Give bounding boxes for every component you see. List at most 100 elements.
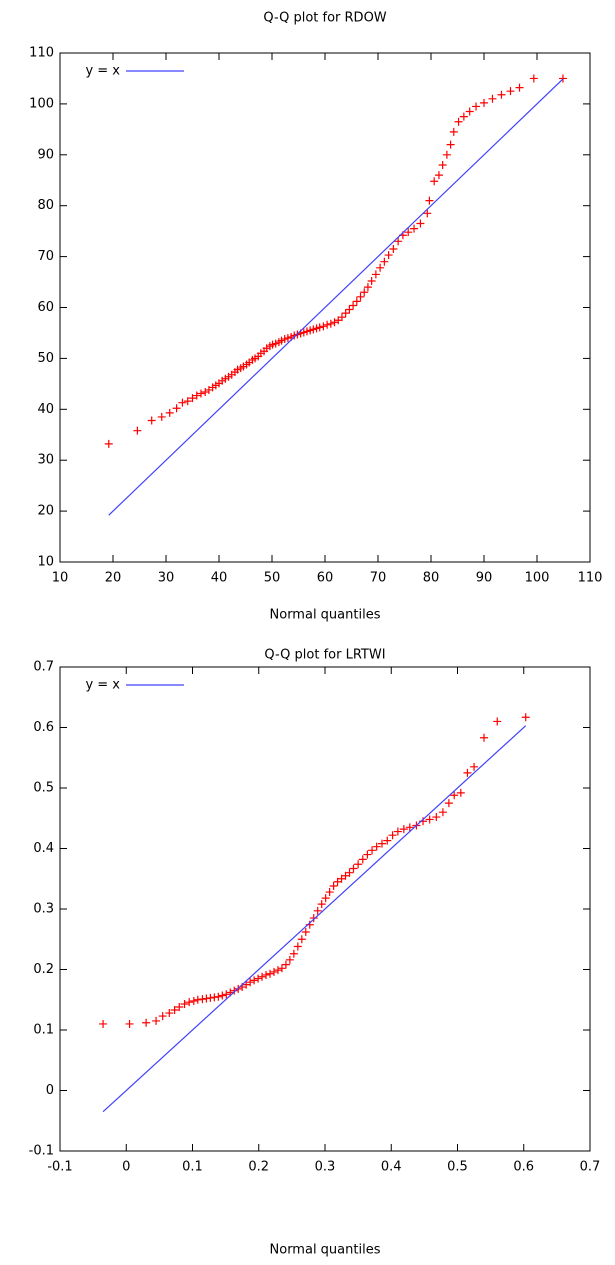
x-tick-label: 30 xyxy=(158,571,175,586)
y-tick-label: 30 xyxy=(37,453,54,468)
point xyxy=(206,993,215,1002)
y-tick-label: 0.2 xyxy=(33,962,54,977)
point xyxy=(218,991,227,1000)
x-tick-label: 0.3 xyxy=(315,1160,336,1175)
point xyxy=(192,391,201,400)
point xyxy=(269,967,278,976)
point xyxy=(345,868,354,877)
point xyxy=(142,1018,151,1027)
y-tick-label: 0.7 xyxy=(33,660,54,675)
point xyxy=(488,94,497,103)
x-axis-label: Normal quantiles xyxy=(270,1243,381,1258)
point xyxy=(196,389,205,398)
point xyxy=(430,177,439,186)
point xyxy=(449,127,458,136)
point xyxy=(425,815,434,824)
x-tick-label: 10 xyxy=(52,571,69,586)
point xyxy=(330,318,339,327)
y-tick-label: 70 xyxy=(37,249,54,264)
point xyxy=(165,1009,174,1018)
point xyxy=(354,860,363,869)
point xyxy=(450,791,459,800)
point xyxy=(222,990,231,999)
point xyxy=(180,999,189,1008)
point xyxy=(360,288,369,297)
point xyxy=(410,224,419,233)
point xyxy=(463,768,472,777)
point xyxy=(246,978,255,987)
point xyxy=(405,823,414,832)
point xyxy=(470,762,479,771)
x-tick-label: 60 xyxy=(317,571,334,586)
point xyxy=(193,995,202,1004)
x-tick-label: 0 xyxy=(122,1160,130,1175)
point xyxy=(444,799,453,808)
point xyxy=(319,322,328,331)
point xyxy=(185,998,194,1007)
point xyxy=(404,228,413,237)
point xyxy=(285,955,294,964)
y-tick-label: 10 xyxy=(37,555,54,570)
point xyxy=(371,270,380,279)
y-tick-label: 100 xyxy=(29,96,54,111)
point xyxy=(157,412,166,421)
point xyxy=(152,1016,161,1025)
point xyxy=(133,426,142,435)
point xyxy=(352,297,361,306)
point xyxy=(432,813,441,822)
point xyxy=(515,83,524,92)
y-tick-label: 50 xyxy=(37,351,54,366)
point xyxy=(329,882,338,891)
x-tick-label: 0.4 xyxy=(381,1160,402,1175)
point xyxy=(147,416,156,425)
point xyxy=(393,827,402,836)
x-tick-label: 0.1 xyxy=(182,1160,203,1175)
point xyxy=(323,320,332,329)
point xyxy=(459,112,468,121)
point xyxy=(337,313,346,322)
point xyxy=(254,974,263,983)
point xyxy=(446,140,455,149)
point xyxy=(394,237,403,246)
point xyxy=(497,90,506,99)
point xyxy=(349,864,358,873)
x-tick-label: 0.5 xyxy=(447,1160,468,1175)
x-axis-label: Normal quantiles xyxy=(270,608,381,623)
point xyxy=(363,850,372,859)
point xyxy=(165,408,174,417)
point xyxy=(297,935,306,944)
point xyxy=(434,171,443,180)
point xyxy=(384,251,393,260)
point xyxy=(258,972,267,981)
point xyxy=(383,836,392,845)
x-tick-label: 90 xyxy=(476,571,493,586)
x-tick-label: 0.2 xyxy=(248,1160,269,1175)
x-tick-label: -0.1 xyxy=(47,1160,72,1175)
point xyxy=(175,1003,184,1012)
y-tick-label: 60 xyxy=(37,300,54,315)
point xyxy=(368,846,377,855)
chart: Q-Q plot for RDOW Normal quantiles 10 20 30 4… xyxy=(29,11,602,623)
point xyxy=(372,842,381,851)
y-tick-label: 110 xyxy=(29,46,54,61)
point xyxy=(456,788,465,797)
point xyxy=(341,309,350,318)
chart-title: Q-Q plot for RDOW xyxy=(263,11,386,26)
point xyxy=(266,969,275,978)
point xyxy=(423,209,432,218)
point xyxy=(317,900,326,909)
x-tick-label: 20 xyxy=(105,571,122,586)
point xyxy=(104,439,113,448)
point xyxy=(189,996,198,1005)
point xyxy=(438,160,447,169)
point xyxy=(425,196,434,205)
point xyxy=(506,87,515,96)
point xyxy=(321,894,330,903)
point xyxy=(201,387,210,396)
y-tick-label: 0.6 xyxy=(33,720,54,735)
point xyxy=(377,839,386,848)
legend-label: y = x xyxy=(85,678,120,693)
point xyxy=(188,394,197,403)
point xyxy=(326,319,335,328)
